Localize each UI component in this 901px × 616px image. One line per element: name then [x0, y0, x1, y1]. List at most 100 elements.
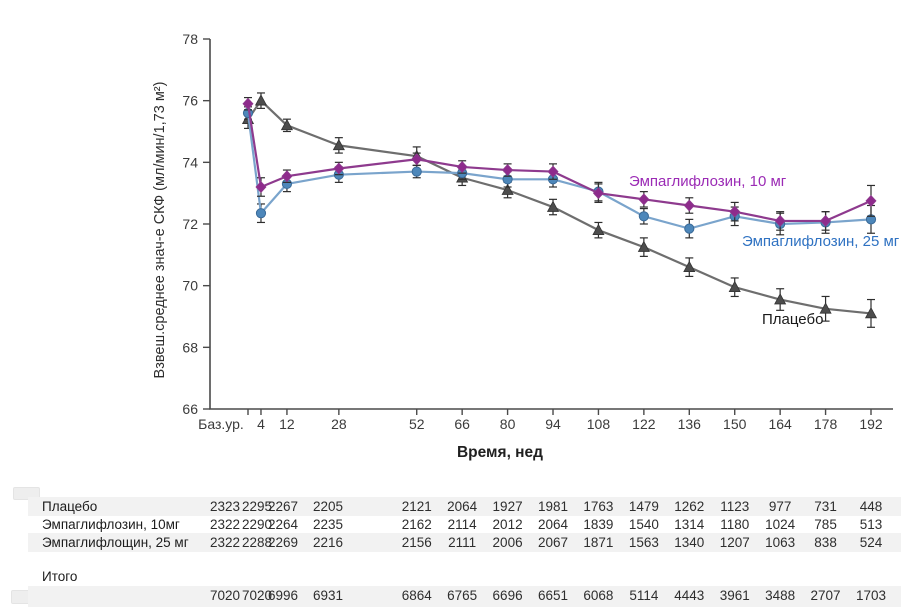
x-tick-label: 66 — [454, 416, 470, 432]
cell-value: 2156 — [401, 535, 432, 550]
row-stripe — [28, 533, 901, 552]
cell-value: 1340 — [674, 535, 705, 550]
cell-value: 2269 — [267, 535, 299, 550]
x-tick-label: 150 — [723, 416, 747, 432]
cell-value: 1563 — [628, 535, 659, 550]
cell-value: 977 — [768, 499, 792, 514]
y-tick-label: 68 — [182, 339, 198, 355]
cell-value: 2267 — [267, 499, 299, 514]
table-row-label: Плацебо — [42, 499, 98, 514]
cell-value: 2064 — [537, 517, 569, 532]
y-axis-label: Взвеш.среднее знач-е СКФ (мл/мин/1,73 м²… — [152, 82, 168, 379]
cell-value: 838 — [814, 535, 837, 550]
x-tick-label: 80 — [500, 416, 516, 432]
cell-value: 2216 — [312, 535, 344, 550]
y-tick-label: 70 — [182, 278, 198, 294]
x-axis-title: Время, нед — [457, 444, 543, 461]
y-tick-label: 78 — [182, 31, 198, 47]
cell-value: 2235 — [312, 517, 344, 532]
total-cell-value: 2707 — [810, 588, 841, 603]
cell-value: 448 — [859, 499, 883, 514]
x-tick-label: 4 — [257, 416, 265, 432]
egfr-line-chart: Взвеш.среднее знач-е СКФ (мл/мин/1,73 м²… — [152, 31, 900, 461]
cell-value: 1207 — [719, 535, 750, 550]
cell-value: 2264 — [267, 517, 299, 532]
cell-value: 2162 — [401, 517, 432, 532]
y-tick-label: 74 — [182, 154, 198, 170]
cell-value: 785 — [814, 517, 837, 532]
x-tick-label: 108 — [587, 416, 611, 432]
y-tick-label: 76 — [182, 93, 198, 109]
cell-value: 1763 — [583, 499, 614, 514]
total-cell-value: 6651 — [537, 588, 569, 603]
total-cell-value: 6996 — [267, 588, 299, 603]
cell-value: 1123 — [720, 499, 750, 514]
cell-value: 2205 — [312, 499, 344, 514]
x-tick-label: 12 — [279, 416, 295, 432]
cell-value: 1839 — [583, 517, 614, 532]
x-tick-label: 122 — [632, 416, 656, 432]
cell-value: 1024 — [765, 517, 796, 532]
total-cell-value: 6696 — [492, 588, 523, 603]
cell-value: 2121 — [401, 499, 432, 514]
cell-value: 2064 — [447, 499, 478, 514]
x-tick-label: Баз.ур. — [198, 416, 244, 432]
cell-value: 1063 — [765, 535, 796, 550]
table-row-label: Эмпаглифлозин, 10мг — [42, 517, 180, 532]
cell-value: 524 — [859, 535, 883, 550]
cell-value: 2290 — [241, 517, 273, 532]
series-diamond: Эмпаглифлозин, 10 мг — [242, 96, 877, 231]
cell-value: 2114 — [447, 517, 477, 532]
total-cell-value: 7020 — [241, 588, 273, 603]
x-tick-label: 178 — [814, 416, 838, 432]
cell-value: 1981 — [537, 499, 569, 514]
total-cell-value: 3961 — [719, 588, 750, 603]
series-label: Эмпаглифлозин, 25 мг — [742, 233, 900, 250]
cell-value: 1180 — [720, 517, 750, 532]
chart-canvas: Взвеш.среднее знач-е СКФ (мл/мин/1,73 м²… — [152, 31, 900, 461]
cell-value: 1540 — [628, 517, 659, 532]
cell-value: 1314 — [674, 517, 705, 532]
cell-value: 731 — [814, 499, 837, 514]
total-cell-value: 6931 — [312, 588, 344, 603]
y-tick-label: 66 — [182, 401, 198, 417]
total-cell-value: 5114 — [629, 588, 659, 603]
y-tick-label: 72 — [182, 216, 198, 232]
cell-value: 2012 — [492, 517, 523, 532]
cell-value: 1927 — [492, 499, 523, 514]
series-label: Эмпаглифлозин, 10 мг — [629, 173, 787, 190]
total-cell-value: 3488 — [765, 588, 796, 603]
total-cell-value: 6765 — [447, 588, 478, 603]
cell-value: 2295 — [241, 499, 273, 514]
cell-value: 2288 — [241, 535, 273, 550]
total-cell-value: 1703 — [855, 588, 887, 603]
cell-value: 513 — [859, 517, 883, 532]
cell-value: 1262 — [674, 499, 705, 514]
row-stripe — [28, 497, 901, 516]
total-row-label: Итого — [42, 569, 78, 584]
table-row-label: Эмпаглифлощин, 25 мг — [42, 535, 189, 550]
total-cell-value: 7020 — [209, 588, 241, 603]
cell-value: 2006 — [492, 535, 523, 550]
cell-value: 2111 — [448, 535, 477, 550]
x-tick-label: 52 — [409, 416, 425, 432]
x-tick-label: 136 — [678, 416, 702, 432]
y-axis-ticks: 78 76 74 72 70 68 66 — [182, 31, 210, 417]
cell-value: 1479 — [628, 499, 659, 514]
x-tick-label: 28 — [331, 416, 347, 432]
x-tick-label: 192 — [859, 416, 883, 432]
row-stripe — [28, 586, 901, 607]
total-cell-value: 6864 — [401, 588, 432, 603]
x-tick-label: 94 — [545, 416, 561, 432]
cell-value: 1871 — [583, 535, 614, 550]
cell-value: 2322 — [209, 517, 241, 532]
watermark-artifact — [13, 487, 40, 500]
cell-value: 2067 — [537, 535, 569, 550]
cell-value: 2322 — [209, 535, 241, 550]
total-cell-value: 6068 — [583, 588, 614, 603]
x-tick-label: 164 — [768, 416, 792, 432]
total-cell-value: 4443 — [674, 588, 705, 603]
series-label: Плацебо — [762, 311, 823, 328]
